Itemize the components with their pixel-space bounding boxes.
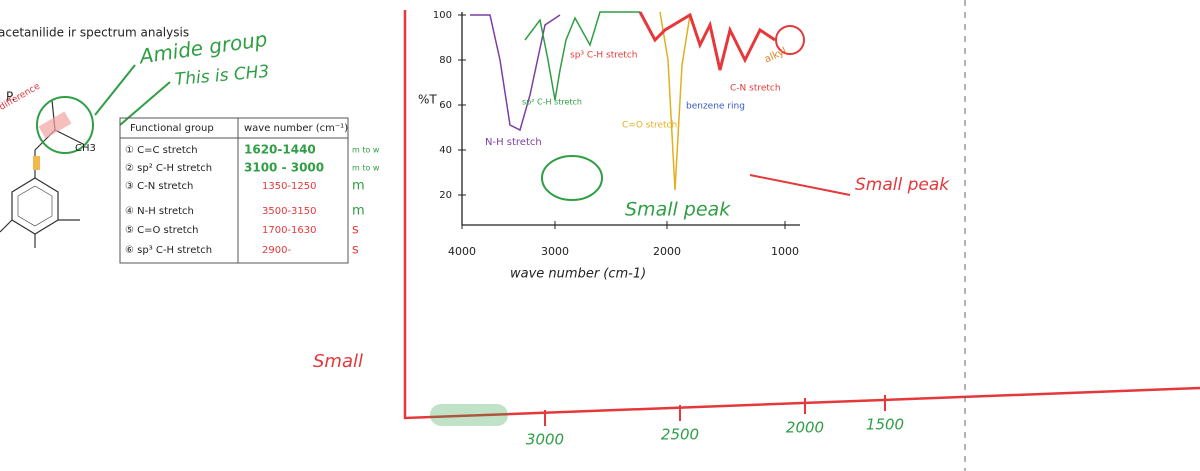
circle: [775, 25, 805, 55]
table-cell: ① C=C stretch: [125, 145, 198, 156]
amide-circle: [36, 96, 94, 154]
axis-label: 1500: [866, 416, 904, 434]
table-cell: s: [352, 243, 359, 258]
table-cell: 3500-3150: [262, 206, 317, 217]
y-tick-label: 80: [439, 55, 452, 66]
table-cell: m: [352, 204, 365, 219]
spectrum-curve: [524, 11, 640, 101]
axis-label: 3000: [526, 431, 564, 449]
table-cell: ② sp² C-H stretch: [125, 163, 212, 174]
y-tick-label: 40: [439, 145, 452, 156]
x-tick-label: 4000: [448, 245, 476, 258]
note-title: acetanilide ir spectrum analysis: [0, 26, 189, 40]
highlight: [33, 156, 40, 170]
highlight: [430, 404, 508, 426]
red-axis: [403, 10, 1200, 420]
annotation: CH3: [75, 143, 96, 154]
x-tick-label: 2000: [653, 245, 681, 258]
spectrum-curve: [659, 11, 691, 191]
y-tick-label: 60: [439, 100, 452, 111]
arrow: [749, 174, 851, 196]
table-cell: ⑤ C=O stretch: [125, 225, 199, 236]
y-tick-label: 20: [439, 190, 452, 201]
annotation: benzene ring: [686, 102, 745, 112]
axis-label: 2500: [661, 426, 699, 444]
spectrum-axes: [461, 12, 800, 226]
table-cell: m to w: [352, 146, 380, 155]
molecule: [0, 99, 86, 248]
table-cell: ⑥ sp³ C-H stretch: [125, 245, 212, 256]
x-label: wave number (cm-1): [510, 267, 646, 282]
table-header: Functional group: [130, 123, 214, 134]
highlight: [38, 111, 72, 139]
circle: [541, 155, 603, 201]
table-cell: 2900-: [262, 245, 291, 256]
arrow: [94, 64, 136, 116]
axis-label: 2000: [786, 419, 824, 437]
table-cell: s: [352, 223, 359, 238]
annotation: This is CH3: [174, 62, 270, 90]
arrow: [119, 81, 171, 126]
table-cell: 3100 - 3000: [244, 161, 324, 175]
table-header: wave number (cm⁻¹): [244, 123, 348, 134]
annotation: P.: [6, 90, 15, 104]
x-tick-label: 1000: [771, 245, 799, 258]
annotation: Small peak: [855, 175, 950, 195]
table-cell: ③ C-N stretch: [125, 181, 193, 192]
y-label: %T: [418, 93, 437, 107]
annotation: sp³ C-H stretch: [570, 51, 637, 61]
annotation: C-N stretch: [730, 84, 781, 94]
annotation: alkyl: [763, 46, 789, 66]
x-tick-label: 3000: [541, 245, 569, 258]
annotation: sp² C-H stretch: [522, 98, 582, 107]
annotation: N-H stretch: [485, 137, 542, 148]
table-grid: [119, 117, 349, 264]
annotation: Small peak: [625, 199, 731, 221]
table-cell: m to w: [352, 164, 380, 173]
table-cell: ④ N-H stretch: [125, 206, 194, 217]
table-cell: 1350-1250: [262, 181, 317, 192]
annotation: Small: [313, 351, 363, 372]
table-cell: m: [352, 179, 365, 194]
table-cell: 1620-1440: [244, 143, 316, 157]
annotation: C=O stretch: [622, 121, 677, 131]
spectrum-curve: [470, 14, 561, 132]
spectrum-curve: [638, 11, 776, 71]
y-tick-label: 100: [433, 10, 452, 21]
table-cell: 1700-1630: [262, 225, 317, 236]
